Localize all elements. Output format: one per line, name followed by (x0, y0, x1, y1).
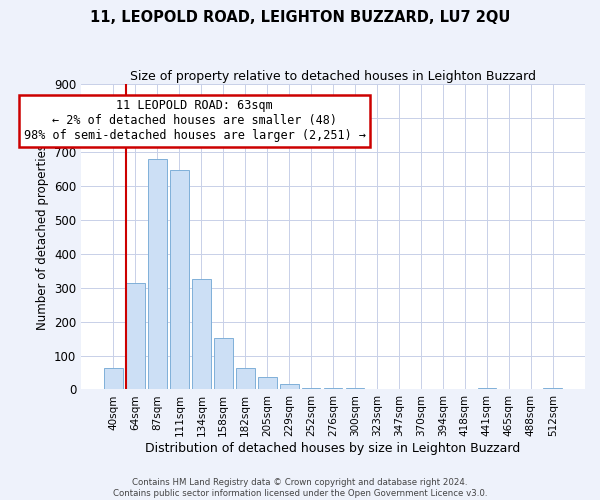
Bar (126, 284, 145, 390)
Bar (148, 160, 167, 390)
Text: Contains HM Land Registry data © Crown copyright and database right 2024.
Contai: Contains HM Land Registry data © Crown c… (113, 478, 487, 498)
Bar (324, 388, 343, 390)
Bar (346, 388, 364, 390)
Y-axis label: Number of detached properties: Number of detached properties (35, 144, 49, 330)
Text: 11, LEOPOLD ROAD, LEIGHTON BUZZARD, LU7 2QU: 11, LEOPOLD ROAD, LEIGHTON BUZZARD, LU7 … (90, 10, 510, 25)
Bar (258, 377, 277, 390)
X-axis label: Distribution of detached houses by size in Leighton Buzzard: Distribution of detached houses by size … (145, 442, 521, 455)
Bar (478, 388, 496, 390)
Title: Size of property relative to detached houses in Leighton Buzzard: Size of property relative to detached ho… (130, 70, 536, 83)
Bar (170, 170, 188, 390)
Bar (280, 384, 299, 390)
Bar (104, 368, 123, 390)
Bar (192, 279, 211, 390)
Bar (544, 388, 562, 390)
Bar (214, 338, 233, 390)
Text: 11 LEOPOLD ROAD: 63sqm
← 2% of detached houses are smaller (48)
98% of semi-deta: 11 LEOPOLD ROAD: 63sqm ← 2% of detached … (24, 100, 366, 142)
Bar (302, 388, 320, 390)
Bar (236, 368, 254, 390)
